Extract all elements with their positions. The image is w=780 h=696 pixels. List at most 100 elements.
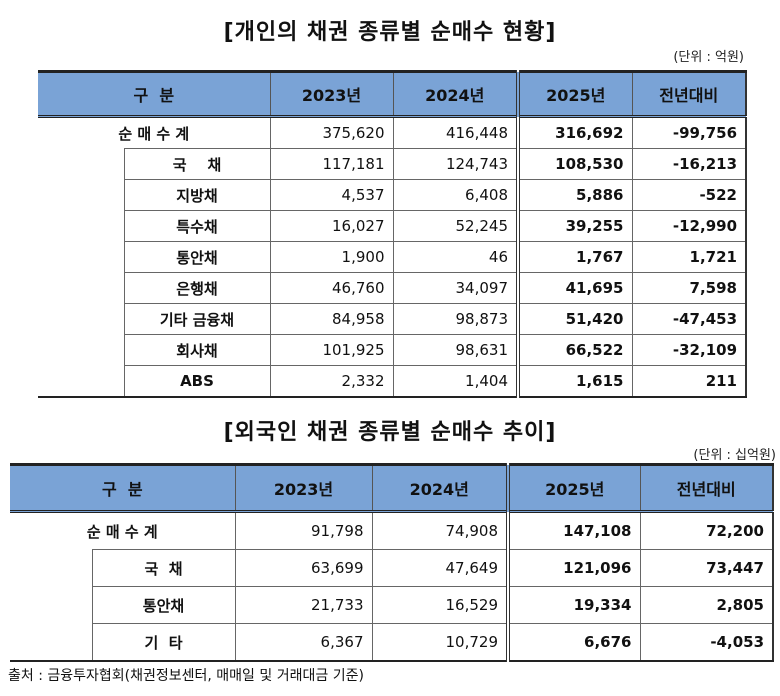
cell-2023: 117,181 bbox=[269, 148, 394, 180]
table-row: 은행채 46,760 34,097 41,695 7,598 bbox=[38, 272, 747, 304]
row-label: ABS bbox=[123, 365, 271, 398]
header-category: 구 분 bbox=[38, 70, 271, 118]
indent-spacer bbox=[38, 179, 125, 211]
section1-unit: (단위 : 억원) bbox=[673, 50, 744, 65]
row-label: 국 채 bbox=[123, 148, 271, 180]
header-yoy: 전년대비 bbox=[631, 70, 747, 118]
foreign-bond-table: 구 분 2023년 2024년 2025년 전년대비 순 매 수 계 91,79… bbox=[10, 463, 774, 662]
indent-spacer bbox=[38, 241, 125, 273]
section2-title: [외국인 채권 종류별 순매수 추이] bbox=[223, 420, 557, 445]
cell-2024: 10,729 bbox=[371, 623, 509, 662]
cell-2024: 46 bbox=[392, 241, 519, 273]
cell-2023: 84,958 bbox=[269, 303, 394, 335]
table-header-row: 구 분 2023년 2024년 2025년 전년대비 bbox=[38, 70, 747, 118]
cell-2025: 121,096 bbox=[506, 549, 641, 587]
table-row: 통안채 1,900 46 1,767 1,721 bbox=[38, 241, 747, 273]
header-category: 구 분 bbox=[10, 463, 236, 513]
cell-2023: 91,798 bbox=[234, 511, 373, 550]
cell-yoy: -4,053 bbox=[639, 623, 774, 662]
cell-2024: 74,908 bbox=[371, 511, 509, 550]
source-note: 출처 : 금융투자협회(채권정보센터, 매매일 및 거래대금 기준) bbox=[8, 668, 364, 684]
row-label: 기타 금융채 bbox=[123, 303, 271, 335]
indent-spacer bbox=[38, 210, 125, 242]
cell-2023: 4,537 bbox=[269, 179, 394, 211]
cell-2023: 46,760 bbox=[269, 272, 394, 304]
cell-2024: 1,404 bbox=[392, 365, 519, 398]
cell-2024: 6,408 bbox=[392, 179, 519, 211]
table-row: ABS 2,332 1,404 1,615 211 bbox=[38, 365, 747, 398]
cell-2023: 375,620 bbox=[269, 116, 394, 149]
indent-spacer bbox=[38, 148, 125, 180]
row-label: 순 매 수 계 bbox=[38, 116, 271, 149]
cell-2025: 1,615 bbox=[516, 365, 633, 398]
cell-2025: 5,886 bbox=[516, 179, 633, 211]
cell-2025: 316,692 bbox=[516, 116, 633, 149]
table-row: 통안채 21,733 16,529 19,334 2,805 bbox=[10, 586, 774, 624]
cell-yoy: 2,805 bbox=[639, 586, 774, 624]
row-label: 통안채 bbox=[123, 241, 271, 273]
table-row: 기타 금융채 84,958 98,873 51,420 -47,453 bbox=[38, 303, 747, 335]
table-row: 회사채 101,925 98,631 66,522 -32,109 bbox=[38, 334, 747, 366]
cell-2024: 416,448 bbox=[392, 116, 519, 149]
table-row: 특수채 16,027 52,245 39,255 -12,990 bbox=[38, 210, 747, 242]
indent-spacer bbox=[38, 365, 125, 398]
cell-2025: 39,255 bbox=[516, 210, 633, 242]
cell-2025: 51,420 bbox=[516, 303, 633, 335]
indent-spacer bbox=[10, 586, 93, 624]
cell-yoy: 72,200 bbox=[639, 511, 774, 550]
cell-2025: 6,676 bbox=[506, 623, 641, 662]
header-2024: 2024년 bbox=[371, 463, 509, 513]
cell-2023: 63,699 bbox=[234, 549, 373, 587]
cell-2023: 21,733 bbox=[234, 586, 373, 624]
indent-spacer bbox=[10, 549, 93, 587]
cell-2025: 1,767 bbox=[516, 241, 633, 273]
header-2025: 2025년 bbox=[506, 463, 641, 513]
cell-2023: 16,027 bbox=[269, 210, 394, 242]
row-label: 기 타 bbox=[91, 623, 236, 662]
cell-yoy: -47,453 bbox=[631, 303, 747, 335]
cell-yoy: 1,721 bbox=[631, 241, 747, 273]
row-label: 지방채 bbox=[123, 179, 271, 211]
row-label: 국 채 bbox=[91, 549, 236, 587]
cell-2024: 98,873 bbox=[392, 303, 519, 335]
cell-2024: 52,245 bbox=[392, 210, 519, 242]
cell-2025: 41,695 bbox=[516, 272, 633, 304]
cell-2023: 1,900 bbox=[269, 241, 394, 273]
cell-yoy: 211 bbox=[631, 365, 747, 398]
header-yoy: 전년대비 bbox=[639, 463, 774, 513]
cell-2025: 147,108 bbox=[506, 511, 641, 550]
cell-yoy: 7,598 bbox=[631, 272, 747, 304]
header-2023: 2023년 bbox=[234, 463, 373, 513]
cell-2024: 124,743 bbox=[392, 148, 519, 180]
header-2025: 2025년 bbox=[516, 70, 633, 118]
table-row: 국 채 117,181 124,743 108,530 -16,213 bbox=[38, 148, 747, 180]
cell-yoy: -12,990 bbox=[631, 210, 747, 242]
cell-2023: 101,925 bbox=[269, 334, 394, 366]
table-header-row: 구 분 2023년 2024년 2025년 전년대비 bbox=[10, 463, 774, 513]
header-2024: 2024년 bbox=[392, 70, 519, 118]
cell-2024: 98,631 bbox=[392, 334, 519, 366]
cell-2024: 47,649 bbox=[371, 549, 509, 587]
row-label: 특수채 bbox=[123, 210, 271, 242]
table-row: 기 타 6,367 10,729 6,676 -4,053 bbox=[10, 623, 774, 662]
table-row-total: 순 매 수 계 375,620 416,448 316,692 -99,756 bbox=[38, 116, 747, 149]
row-label: 회사채 bbox=[123, 334, 271, 366]
row-label: 통안채 bbox=[91, 586, 236, 624]
cell-2025: 66,522 bbox=[516, 334, 633, 366]
cell-2025: 19,334 bbox=[506, 586, 641, 624]
table-row: 국 채 63,699 47,649 121,096 73,447 bbox=[10, 549, 774, 587]
cell-yoy: 73,447 bbox=[639, 549, 774, 587]
header-2023: 2023년 bbox=[269, 70, 394, 118]
cell-2024: 16,529 bbox=[371, 586, 509, 624]
cell-yoy: -99,756 bbox=[631, 116, 747, 149]
indent-spacer bbox=[38, 303, 125, 335]
section1-title: [개인의 채권 종류별 순매수 현황] bbox=[223, 20, 557, 45]
cell-2023: 2,332 bbox=[269, 365, 394, 398]
indent-spacer bbox=[10, 623, 93, 662]
row-label: 은행채 bbox=[123, 272, 271, 304]
cell-2025: 108,530 bbox=[516, 148, 633, 180]
table-row-total: 순 매 수 계 91,798 74,908 147,108 72,200 bbox=[10, 511, 774, 550]
cell-2024: 34,097 bbox=[392, 272, 519, 304]
section2-unit: (단위 : 십억원) bbox=[693, 448, 776, 463]
cell-yoy: -522 bbox=[631, 179, 747, 211]
